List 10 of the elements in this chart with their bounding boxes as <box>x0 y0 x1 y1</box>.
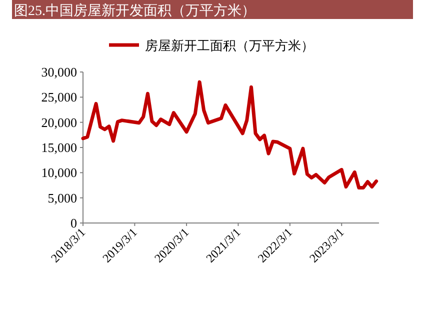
y-tick-label: 30,000 <box>41 64 77 80</box>
y-tick-label: 20,000 <box>41 114 77 130</box>
y-tick-label: 25,000 <box>41 90 77 105</box>
y-tick-label: 15,000 <box>41 140 77 155</box>
legend-label: 房屋新开工面积（万平方米） <box>145 38 314 53</box>
y-tick-label: 5,000 <box>48 190 77 206</box>
legend: 房屋新开工面积（万平方米） <box>109 38 314 53</box>
chart-title: 图25.中国房屋新开发面积（万平方米） <box>14 3 256 19</box>
y-tick-label: 0 <box>70 216 77 230</box>
y-tick-label: 10,000 <box>41 165 77 180</box>
